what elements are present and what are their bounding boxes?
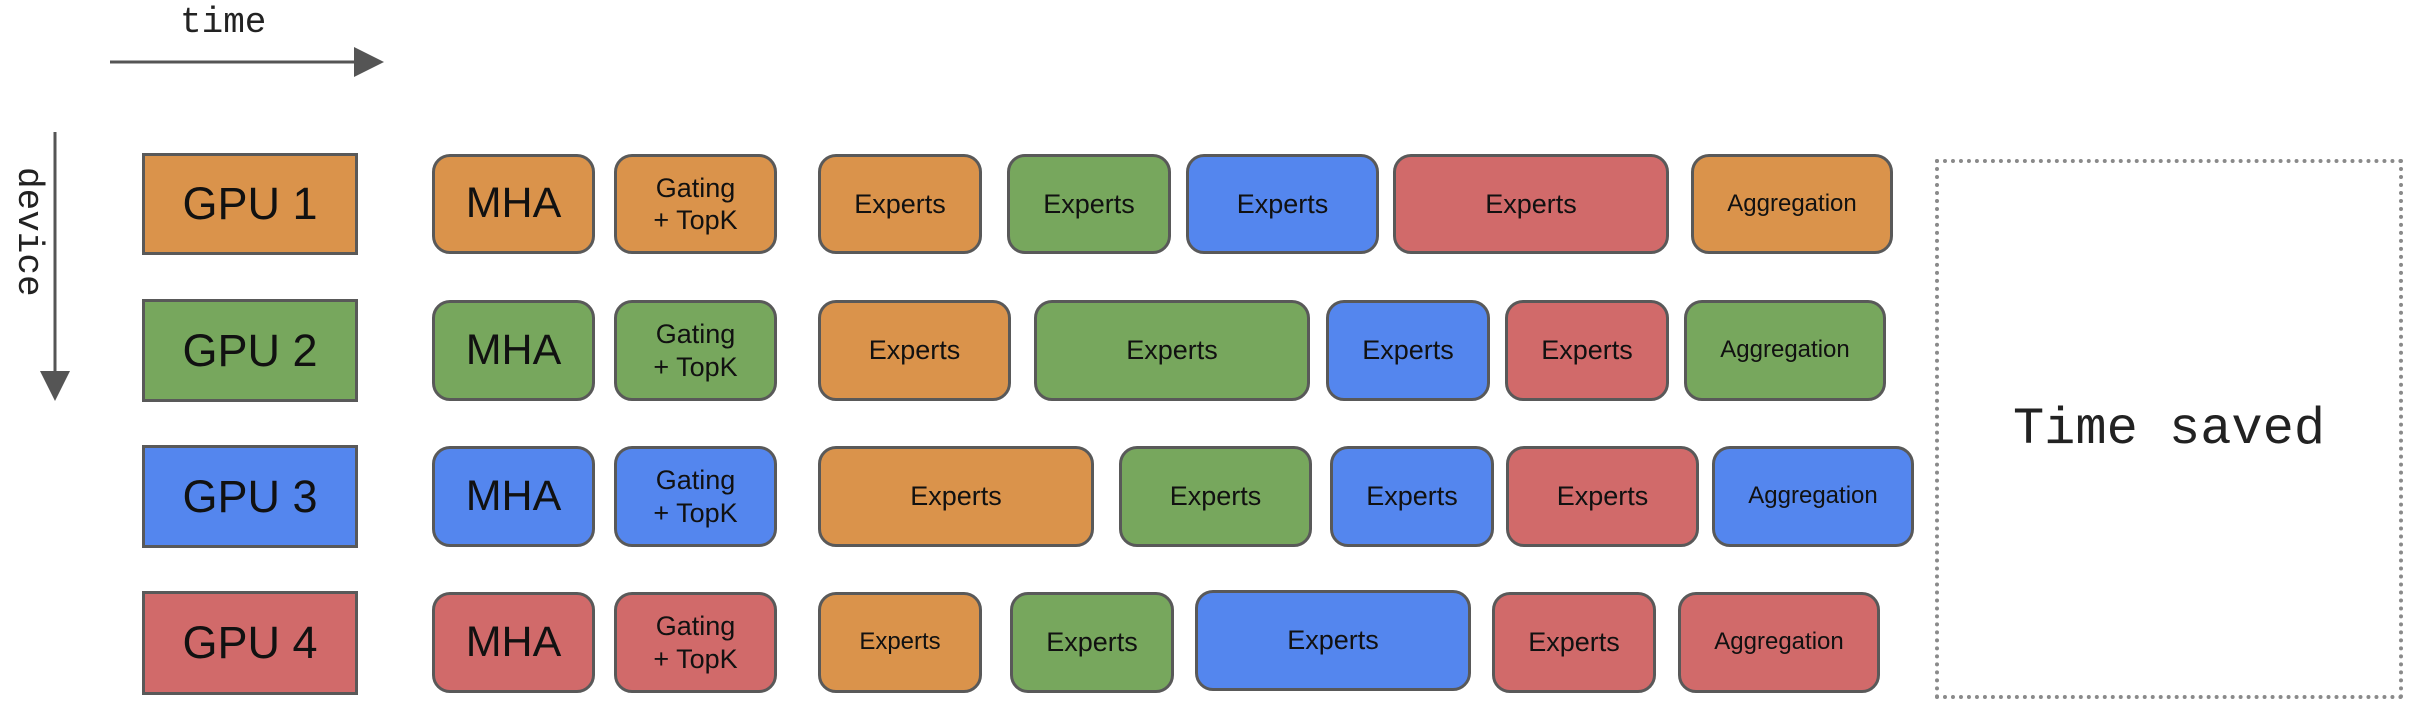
gpu-4-experts-block-2: Experts <box>1010 592 1174 693</box>
gpu-4-experts-block-3: Experts <box>1195 590 1471 691</box>
gpu-4-label: GPU 4 <box>142 591 358 695</box>
gpu-2-experts-block-1: Experts <box>818 300 1011 401</box>
gpu-2-experts-block-3: Experts <box>1326 300 1490 401</box>
gpu-3-label: GPU 3 <box>142 445 358 548</box>
gpu-3-experts-block-3: Experts <box>1330 446 1494 547</box>
gpu-3-experts-block-1: Experts <box>818 446 1094 547</box>
gpu-4-gating-block: Gating + TopK <box>614 592 777 693</box>
time-saved-label: Time saved <box>2012 399 2326 459</box>
gpu-4-experts-block-4: Experts <box>1492 592 1656 693</box>
gpu-2-label: GPU 2 <box>142 299 358 402</box>
gpu-1-experts-block-1: Experts <box>818 154 982 254</box>
gpu-1-experts-block-3: Experts <box>1186 154 1379 254</box>
gpu-1-label: GPU 1 <box>142 153 358 255</box>
device-axis-label: device <box>8 167 49 297</box>
gpu-2-experts-block-2: Experts <box>1034 300 1310 401</box>
gpu-3-experts-block-4: Experts <box>1506 446 1699 547</box>
gpu-3-experts-block-2: Experts <box>1119 446 1312 547</box>
gpu-4-aggregation-block: Aggregation <box>1678 592 1880 693</box>
gpu-4-experts-block-1: Experts <box>818 592 982 693</box>
gpu-2-mha-block: MHA <box>432 300 595 401</box>
gpu-1-aggregation-block: Aggregation <box>1691 154 1893 254</box>
gpu-3-gating-block: Gating + TopK <box>614 446 777 547</box>
gpu-2-experts-block-4: Experts <box>1505 300 1669 401</box>
gpu-2-gating-block: Gating + TopK <box>614 300 777 401</box>
gpu-2-aggregation-block: Aggregation <box>1684 300 1886 401</box>
gpu-4-mha-block: MHA <box>432 592 595 693</box>
gpu-1-experts-block-2: Experts <box>1007 154 1171 254</box>
gpu-1-gating-block: Gating + TopK <box>614 154 777 254</box>
gpu-3-aggregation-block: Aggregation <box>1712 446 1914 547</box>
gpu-1-experts-block-4: Experts <box>1393 154 1669 254</box>
gpu-1-mha-block: MHA <box>432 154 595 254</box>
gpu-3-mha-block: MHA <box>432 446 595 547</box>
time-axis-label: time <box>180 2 267 43</box>
time-saved-region: Time saved <box>1935 159 2403 699</box>
